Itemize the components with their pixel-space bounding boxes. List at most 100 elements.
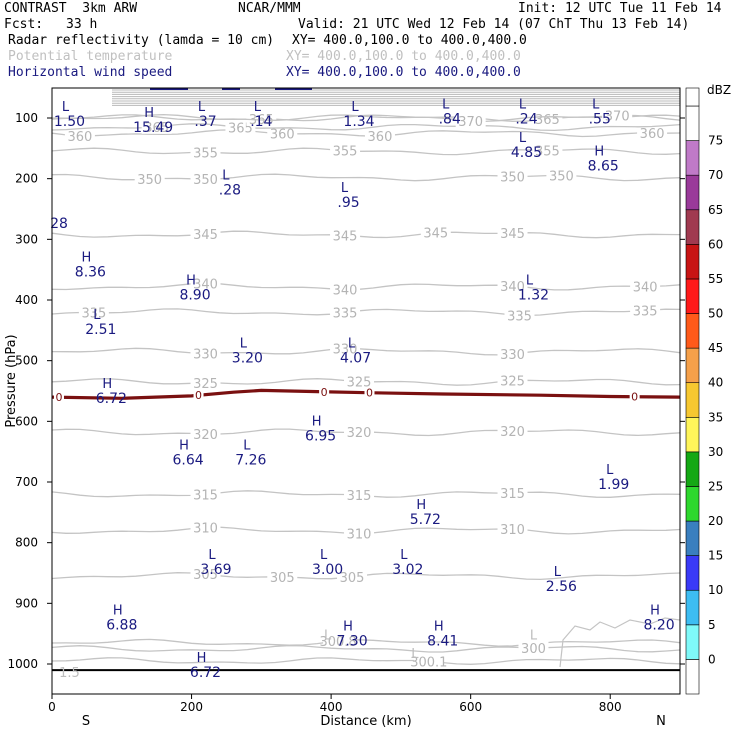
y-tick-label: 600 <box>15 414 38 428</box>
theta-label-bg <box>497 485 528 500</box>
extremum-type-label: L <box>341 181 349 196</box>
extremum-type-label: H <box>650 604 660 619</box>
colorbar-unit-label: dBZ <box>707 83 731 97</box>
theta-label-bg <box>497 226 528 241</box>
theta-contour-label: 345 <box>333 229 358 244</box>
y-tick-label: 400 <box>15 293 38 307</box>
extremum-value-label: 8.20 <box>643 618 674 634</box>
theta-contour-label: 360 <box>270 128 295 143</box>
theta-contour-label: 340 <box>193 277 218 292</box>
y-tick-label: 300 <box>15 232 38 246</box>
extremum-type-label: L <box>400 548 408 563</box>
extremum-type-label: H <box>81 251 91 266</box>
theta-label-bg <box>344 425 375 440</box>
colorbar-level-label: 0 <box>708 652 716 666</box>
theta-label-bg <box>330 143 361 158</box>
theta-contour-line <box>51 638 681 647</box>
extremum-type-label: L <box>222 169 230 184</box>
theta-contour-label: 305 <box>270 571 295 586</box>
theta-label-bg <box>190 145 221 160</box>
extremum-type-label: H <box>416 498 426 513</box>
valid-time: Valid: 21 UTC Wed 12 Feb 14 (07 ChT Thu … <box>298 17 690 32</box>
extremum-type-label: H <box>197 651 207 666</box>
colorbar-segment <box>685 659 700 695</box>
theta-label-bg <box>364 129 395 144</box>
theta-contour-label: 335 <box>333 307 358 322</box>
colorbar-segment <box>685 589 700 626</box>
lower-contour-line <box>559 617 681 668</box>
y-tick-label: 700 <box>15 475 38 489</box>
colorbar-segment <box>685 451 700 487</box>
theta-contour-label: 310 <box>347 527 372 542</box>
theta-label-bg <box>344 526 375 541</box>
theta-contour-label: 365 <box>535 113 560 128</box>
theta-extremum-type: L <box>324 629 332 644</box>
plot-border <box>51 87 681 695</box>
extremum-type-label: H <box>343 619 353 634</box>
theta-extremum-type: L <box>530 629 538 644</box>
field2-label: Potential temperature <box>8 49 173 64</box>
extremum-value-label: 3.02 <box>392 562 423 578</box>
theta-contour-label: 330 <box>500 348 525 363</box>
colorbar-segment <box>685 174 700 211</box>
field1-xy: XY= 400.0,100.0 to 400.0,400.0 <box>292 33 527 48</box>
y-axis-label: Pressure (hPa) <box>4 334 19 427</box>
theta-contour-label: 300.1 <box>410 655 447 670</box>
colorbar-level-label: 35 <box>708 410 723 424</box>
extremum-value-label: 8.90 <box>179 288 210 304</box>
theta-label-bg <box>637 125 668 140</box>
theta-label-bg <box>330 305 361 320</box>
theta-label-bg <box>267 569 298 584</box>
theta-label-bg <box>64 128 95 143</box>
theta-contour-label: 365 <box>144 121 169 136</box>
extremum-value-label: 28 <box>50 216 68 232</box>
theta-contour-line <box>51 147 681 156</box>
extremum-value-label: 2.51 <box>85 322 116 338</box>
theta-label-bg <box>455 113 486 128</box>
theta-contour-label: 360 <box>67 130 92 145</box>
extremum-type-label: L <box>198 100 206 115</box>
colorbar-segment <box>685 416 700 453</box>
x-tick-label: 0 <box>48 700 56 714</box>
extremum-type-label: L <box>554 565 562 580</box>
theta-label-bg <box>190 487 221 502</box>
theta-contour-label: 345 <box>423 227 448 242</box>
center-label: NCAR/MMM <box>238 1 301 16</box>
theta-label-bg <box>337 569 368 584</box>
theta-contour-label: 335 <box>507 309 532 324</box>
theta-contour-line <box>51 644 681 653</box>
extremum-value-label: 6.72 <box>96 391 127 407</box>
colorbar-level-label: 55 <box>708 272 723 286</box>
north-label: N <box>656 714 666 729</box>
theta-label-bg <box>497 423 528 438</box>
theta-label-bg <box>602 108 633 123</box>
theta-label-bg <box>330 228 361 243</box>
extremum-value-label: 6.88 <box>106 618 137 634</box>
extremum-type-label: H <box>102 377 112 392</box>
extremum-value-label: 3.69 <box>200 562 231 578</box>
theta-contour-label: 300 <box>521 642 546 657</box>
colorbar-segment <box>685 244 700 280</box>
theta-label-bg <box>630 303 661 318</box>
extremum-value-label: 8.65 <box>588 158 619 174</box>
colorbar-level-label: 10 <box>708 583 723 597</box>
theta-contour-label: 345 <box>193 228 218 243</box>
theta-contour-label: 325 <box>500 375 525 390</box>
south-label: S <box>82 714 90 729</box>
colorbar-level-label: 65 <box>708 203 723 217</box>
upper-level-contour-cluster <box>52 88 681 672</box>
colorbar-top-cap <box>685 87 700 107</box>
theta-label-bg <box>190 375 221 390</box>
x-axis-label: Distance (km) <box>320 714 411 729</box>
colorbar-segment <box>685 555 700 591</box>
extremum-value-label: .14 <box>250 114 272 130</box>
x-tick-label: 800 <box>599 700 622 714</box>
theta-label-bg <box>330 341 361 356</box>
extremum-value-label: 1.99 <box>598 477 629 493</box>
extremum-value-label: 3.00 <box>312 562 343 578</box>
theta-label-bg <box>190 520 221 535</box>
theta-label-bg <box>497 522 528 537</box>
colorbar-segment <box>685 313 700 349</box>
theta-contour-label: 335 <box>81 307 106 322</box>
extremum-value-label: 4.85 <box>511 145 542 161</box>
